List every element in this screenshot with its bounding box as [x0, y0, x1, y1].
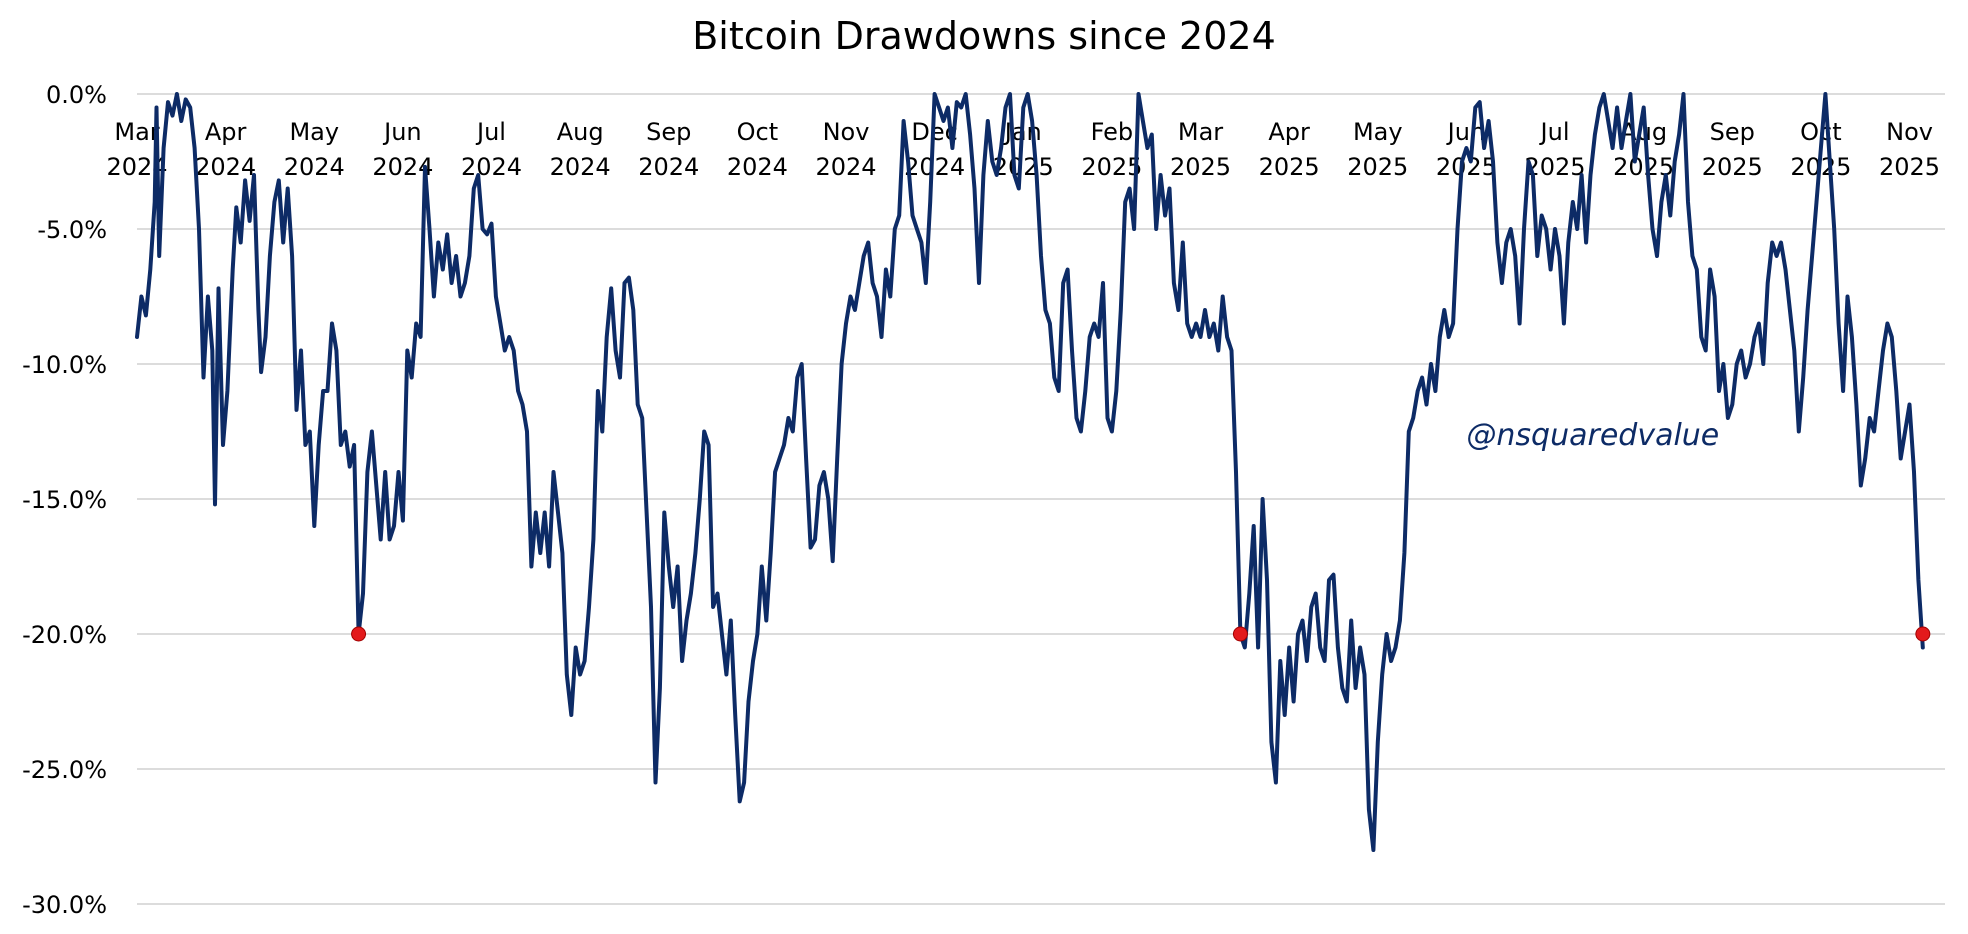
highlight-point [1232, 626, 1248, 642]
x-tick-label: Jul [1539, 118, 1570, 146]
highlight-point [1915, 626, 1931, 642]
x-tick-label: Apr [205, 118, 247, 146]
x-tick-label: Sep [1710, 118, 1755, 146]
x-tick-label: Nov [1886, 118, 1933, 146]
x-tick-label: 2025 [1081, 153, 1142, 181]
x-tick-label: Mar [114, 118, 159, 146]
x-tick-label: Jun [382, 118, 422, 146]
y-tick-label: -30.0% [22, 891, 107, 919]
x-tick-label: 2024 [638, 153, 699, 181]
y-tick-label: 0.0% [46, 81, 107, 109]
chart-title: Bitcoin Drawdowns since 2024 [692, 14, 1276, 58]
x-tick-label: May [289, 118, 339, 146]
x-tick-label: 2025 [1170, 153, 1231, 181]
x-tick-label: Mar [1178, 118, 1223, 146]
x-tick-label: 2024 [284, 153, 345, 181]
x-tick-label: 2025 [1879, 153, 1940, 181]
y-tick-label: -20.0% [22, 621, 107, 649]
y-tick-label: -10.0% [22, 351, 107, 379]
x-tick-label: 2025 [1702, 153, 1763, 181]
x-tick-label: 2024 [727, 153, 788, 181]
x-tick-label: Jun [1446, 118, 1486, 146]
series-line [135, 92, 1925, 852]
x-tick-label: 2024 [815, 153, 876, 181]
watermark-annotation: @nsquaredvalue [1466, 418, 1719, 453]
x-tick-label: Jul [475, 118, 506, 146]
x-tick-label: Nov [823, 118, 870, 146]
x-tick-label: 2025 [1436, 153, 1497, 181]
x-tick-label: May [1353, 118, 1403, 146]
x-tick-label: Sep [646, 118, 691, 146]
x-tick-label: Aug [557, 118, 604, 146]
y-tick-label: -25.0% [22, 756, 107, 784]
x-tick-label: Apr [1268, 118, 1310, 146]
highlight-point [351, 626, 367, 642]
x-tick-label: Feb [1091, 118, 1134, 146]
x-tick-label: 2025 [993, 153, 1054, 181]
x-tick-label: 2024 [195, 153, 256, 181]
x-tick-label: 2025 [1259, 153, 1320, 181]
x-tick-label: 2024 [461, 153, 522, 181]
x-tick-label: 2024 [550, 153, 611, 181]
y-tick-label: -15.0% [22, 486, 107, 514]
x-tick-label: 2025 [1347, 153, 1408, 181]
x-tick-label: 2024 [904, 153, 965, 181]
y-tick-label: -5.0% [37, 216, 107, 244]
x-tick-label: Oct [737, 118, 779, 146]
